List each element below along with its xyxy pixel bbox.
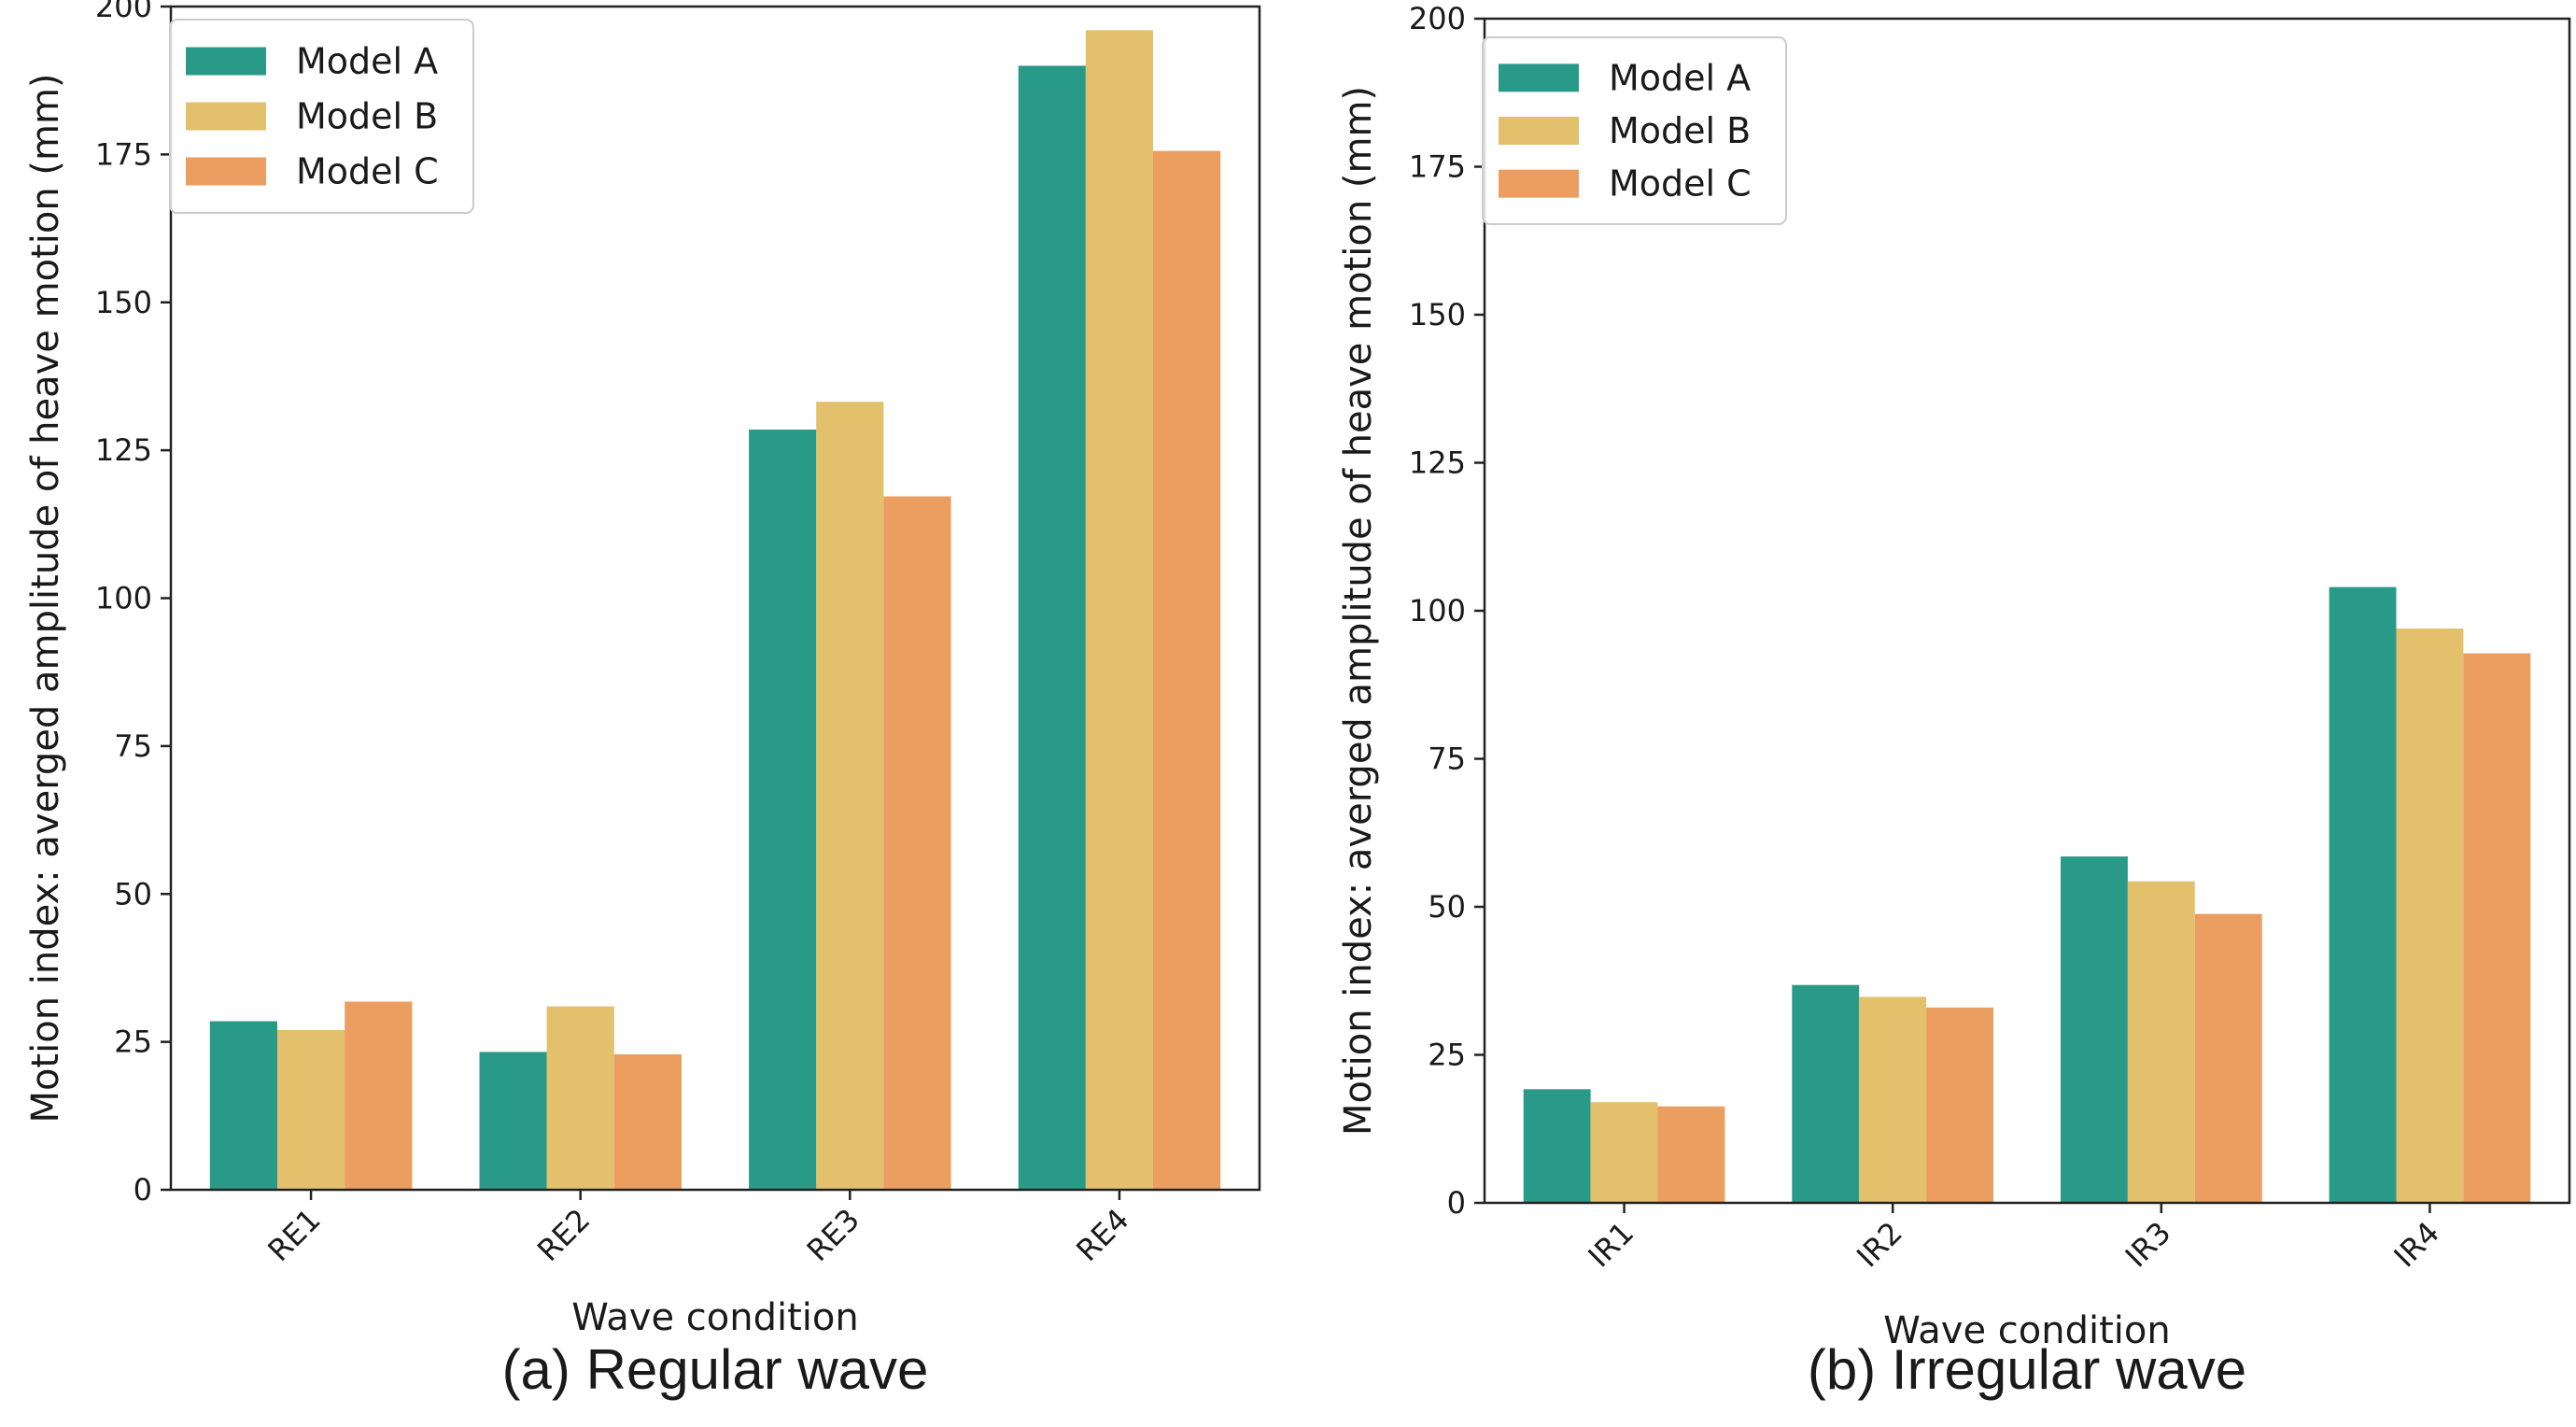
y-tick-label-200: 200 xyxy=(95,0,152,24)
bar-model-a-ir2 xyxy=(1792,984,1860,1203)
bar-model-b-ir1 xyxy=(1590,1102,1658,1203)
y-tick-label-50: 50 xyxy=(114,876,152,911)
y-tick-label-125: 125 xyxy=(1409,445,1466,481)
y-tick-label-0: 0 xyxy=(1447,1185,1466,1221)
y-tick-label-125: 125 xyxy=(95,432,152,468)
y-tick-label-200: 200 xyxy=(1409,1,1466,36)
y-tick-label-75: 75 xyxy=(1428,742,1466,777)
bar-model-a-re3 xyxy=(749,430,817,1190)
legend: Model A Model B Model C xyxy=(169,19,474,214)
bar-model-c-re3 xyxy=(883,496,951,1190)
x-tick-label-re3: RE3 xyxy=(800,1202,866,1268)
bar-model-b-ir3 xyxy=(2127,881,2195,1203)
x-tick-label-ir4: IR4 xyxy=(2386,1215,2446,1275)
legend-label-model-a: Model A xyxy=(296,41,438,82)
y-tick-label-100: 100 xyxy=(1409,593,1466,629)
legend-swatch-model-c xyxy=(186,157,266,186)
bar-model-c-ir3 xyxy=(2194,913,2262,1203)
y-tick-label-75: 75 xyxy=(114,728,152,764)
legend-label-model-b: Model B xyxy=(296,96,438,137)
legend-label-model-a: Model A xyxy=(1609,57,1751,98)
x-axis-title: Wave condition xyxy=(571,1296,858,1339)
bar-model-a-re1 xyxy=(209,1021,277,1190)
bar-model-c-re2 xyxy=(613,1053,682,1190)
legend: Model A Model B Model C xyxy=(1482,36,1787,225)
y-tick-label-100: 100 xyxy=(95,581,152,616)
bar-model-a-ir4 xyxy=(2329,586,2397,1203)
legend-swatch-model-a xyxy=(186,47,266,76)
y-tick-label-25: 25 xyxy=(114,1024,152,1060)
x-tick-label-re1: RE1 xyxy=(260,1202,327,1268)
x-tick-label-ir3: IR3 xyxy=(2119,1215,2178,1275)
x-axis-title: Wave condition xyxy=(1883,1309,2170,1352)
y-tick-label-25: 25 xyxy=(1428,1038,1466,1073)
legend-swatch-model-b xyxy=(1499,117,1579,145)
y-tick-label-150: 150 xyxy=(1409,297,1466,332)
legend-label-model-c: Model C xyxy=(296,151,439,192)
bar-model-c-ir2 xyxy=(1926,1007,1993,1203)
y-axis-title: Motion index: averged amplitude of heave… xyxy=(1337,86,1380,1136)
legend-swatch-model-c xyxy=(1499,169,1579,198)
y-tick-label-0: 0 xyxy=(134,1172,152,1208)
bar-model-b-re3 xyxy=(816,402,884,1190)
bar-model-a-ir3 xyxy=(2061,856,2128,1203)
legend-swatch-model-b xyxy=(186,102,266,131)
bar-model-a-re4 xyxy=(1018,65,1086,1190)
y-tick-label-175: 175 xyxy=(1409,149,1466,185)
y-tick-label-175: 175 xyxy=(95,136,152,172)
bar-model-a-re2 xyxy=(479,1052,547,1190)
bar-model-b-ir4 xyxy=(2396,629,2464,1203)
bar-model-b-re4 xyxy=(1085,30,1153,1190)
bar-model-c-re4 xyxy=(1153,150,1221,1191)
y-tick-label-50: 50 xyxy=(1428,889,1466,925)
x-tick-label-re4: RE4 xyxy=(1069,1202,1135,1268)
x-tick-label-ir1: IR1 xyxy=(1582,1215,1641,1275)
chart-caption: (a) Regular wave xyxy=(502,1338,929,1401)
bar-model-c-ir1 xyxy=(1657,1106,1725,1203)
bar-model-c-ir4 xyxy=(2463,653,2531,1203)
chart-caption: (b) Irregular wave xyxy=(1808,1338,2246,1401)
legend-label-model-b: Model B xyxy=(1609,110,1751,151)
bar-model-b-ir2 xyxy=(1859,996,1927,1203)
y-axis-title: Motion index: averged amplitude of heave… xyxy=(24,73,67,1123)
bar-model-a-ir1 xyxy=(1523,1089,1591,1203)
bar-model-b-re1 xyxy=(277,1030,345,1190)
y-tick-label-150: 150 xyxy=(95,285,152,320)
x-tick-label-re2: RE2 xyxy=(530,1202,597,1268)
bar-model-b-re2 xyxy=(546,1006,614,1190)
chart-irregular-wave: 0 25 50 75 100 125 150 175 200 IR1 IR2 IR3 IR4 Wave c… xyxy=(1337,1,2571,1401)
x-tick-label-ir2: IR2 xyxy=(1850,1215,1909,1275)
chart-regular-wave: 0 25 50 75 100 125 150 175 200 RE1 RE2 RE3 RE4 Wave c… xyxy=(24,0,1261,1401)
bar-model-c-re1 xyxy=(345,1001,413,1190)
legend-swatch-model-a xyxy=(1499,64,1579,92)
legend-label-model-c: Model C xyxy=(1609,163,1752,205)
